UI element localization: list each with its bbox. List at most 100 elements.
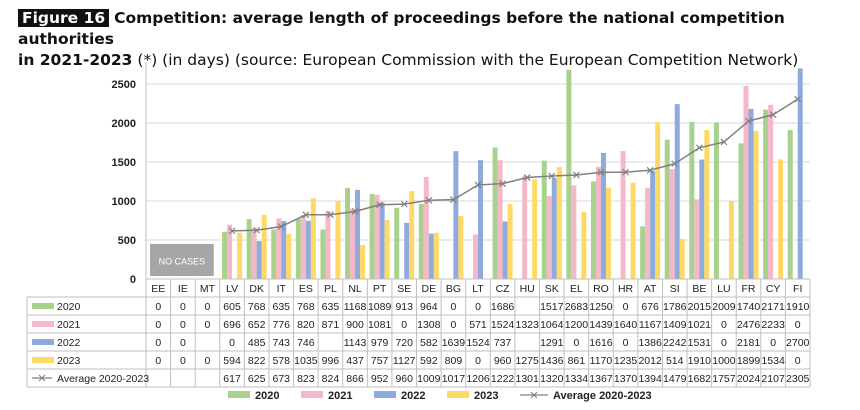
figure-label: Figure 16 [18,9,110,27]
bar-2023-FR [753,130,759,279]
table-cell: 2476 [737,319,761,331]
category-label: CY [766,283,781,295]
table-cell: 824 [322,373,340,385]
average-marker [277,223,285,230]
average-marker [572,171,580,179]
average-marker [474,181,482,189]
table-cell: 1168 [344,301,367,313]
table-cell: 757 [371,355,389,367]
table-cell: 0 [401,319,407,331]
bar-2023-ES [310,198,316,279]
legend-swatch [32,339,54,345]
category-label: HR [618,283,634,295]
table-cell: 1170 [590,355,613,367]
table-cell: 1017 [442,373,466,385]
table-cell: 1301 [516,373,540,385]
bar-2020-PL [320,229,326,279]
category-label: PL [324,283,337,295]
bar-2023-DK [261,214,267,279]
legend-swatch [228,391,250,398]
category-label: EE [151,283,165,295]
bar-2021-HU [522,175,528,279]
legend-swatch [32,303,54,309]
table-cell: 437 [346,355,364,367]
bar-2022-FI [797,68,803,280]
bar-2021-CZ [497,160,503,279]
category-label: PT [373,283,387,295]
table-cell: 960 [494,355,512,367]
table-cell: 1250 [589,301,613,313]
table-cell: 1682 [688,373,712,385]
table-cell: 0 [205,319,211,331]
table-cell: 720 [395,337,413,349]
table-cell: 485 [248,337,266,349]
average-marker [400,200,408,208]
bar-2021-NL [350,208,356,279]
y-tick-label: 1000 [112,196,136,208]
table-cell: 1064 [540,319,564,331]
table-cell: 582 [420,337,438,349]
bar-2022-PT [379,202,385,279]
category-label: DK [249,283,264,295]
bar-2022-SK [551,178,557,279]
table-cell: 823 [297,373,315,385]
table-cell: 1531 [688,337,712,349]
bar-2021-SK [546,196,552,279]
bar-2023-BE [704,130,710,279]
average-marker [228,227,236,235]
category-label: FI [793,283,802,295]
table-cell: 1222 [491,373,515,385]
table-cell: 2024 [737,373,761,385]
category-label: AT [644,283,657,295]
table-cell: 0 [475,301,481,313]
bar-2023-SE [409,191,415,279]
title-subtitle: (*) (in days) (source: European Commissi… [132,51,799,69]
table-cell: 1409 [663,319,687,331]
category-label: IE [178,283,188,295]
table-cell: 0 [205,355,211,367]
category-label: CZ [496,283,511,295]
table-cell: 0 [623,301,629,313]
bar-2020-SI [664,139,670,279]
bar-2023-AT [655,122,661,280]
legend-label: 2020 [255,390,279,402]
table-cell: 0 [180,319,186,331]
bar-2023-LV [237,232,243,279]
bar-2020-SE [394,207,400,279]
legend-label: 2023 [474,390,498,402]
table-cell: 1320 [540,373,564,385]
average-marker [671,160,679,168]
legend-marker [530,391,538,399]
table-cell: 2015 [688,301,712,313]
bar-2022-DK [256,241,262,279]
bar-2023-NL [360,244,366,279]
table-cell: 696 [223,319,241,331]
average-marker [376,201,384,209]
table-cell: 0 [205,301,211,313]
table-cell: 1021 [688,319,712,331]
average-marker [695,144,703,152]
series-label: 2023 [57,355,81,367]
average-marker [745,117,752,125]
series-label: 2020 [57,301,81,313]
category-label: LT [472,283,484,295]
table-cell: 1436 [540,355,564,367]
y-tick-label: 500 [118,235,136,247]
bar-2021-PL [325,211,331,279]
category-label: SI [670,283,680,295]
category-label: LV [226,283,238,295]
bar-2020-FR [738,143,744,279]
category-label: HU [520,283,535,295]
figure-title: Figure 16 Competition: average length of… [18,8,860,71]
table-cell: 635 [322,301,340,313]
bar-2020-ES [295,219,301,279]
table-cell: 820 [297,319,315,331]
table-cell: 861 [568,355,586,367]
table-cell: 1089 [368,301,392,313]
bar-2021-ES [300,215,306,279]
table-cell: 0 [475,355,481,367]
table-cell: 0 [623,337,629,349]
bar-2021-LV [227,224,233,279]
bar-2020-FI [787,130,793,279]
table-cell: 1910 [786,301,810,313]
